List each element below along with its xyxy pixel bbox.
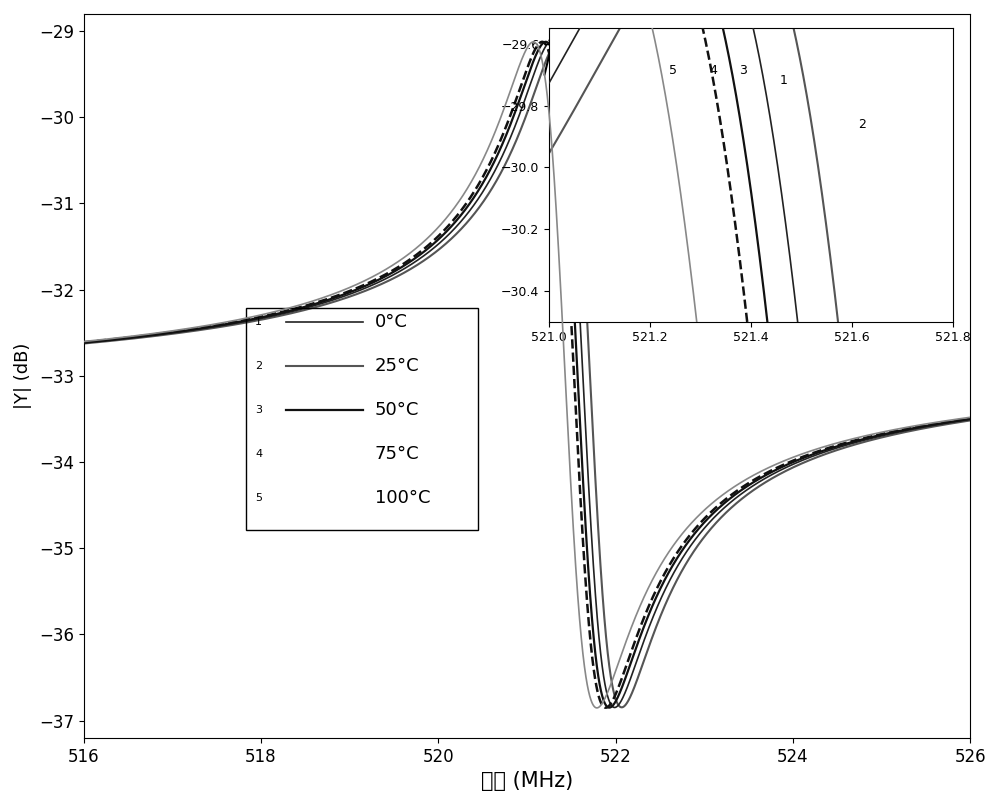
X-axis label: 频率 (MHz): 频率 (MHz) bbox=[481, 771, 573, 791]
Y-axis label: |Y| (dB): |Y| (dB) bbox=[14, 343, 32, 409]
